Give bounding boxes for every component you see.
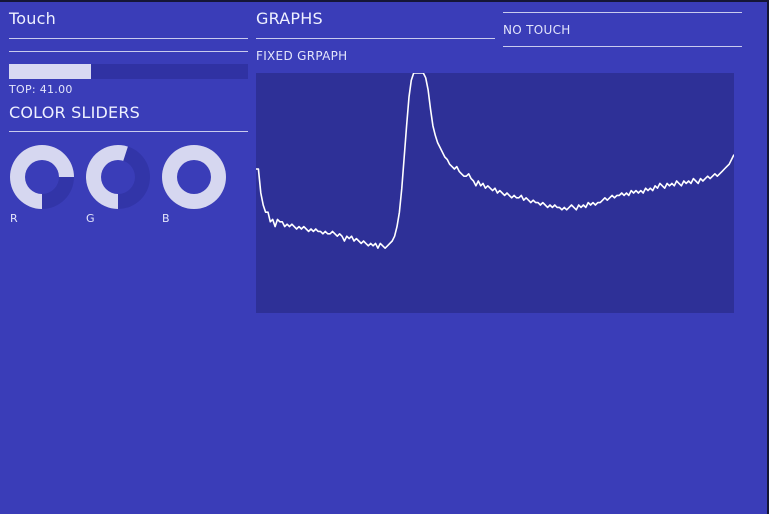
color-sliders-title: COLOR SLIDERS	[9, 103, 140, 122]
status-top-line	[503, 12, 742, 13]
graphs-title-underline	[256, 38, 495, 39]
graph-series-line	[256, 72, 735, 249]
touch-progress-bar[interactable]	[9, 64, 248, 79]
touch-top-readout: TOP: 41.00	[9, 83, 73, 96]
color-sliders-underline	[9, 131, 248, 132]
color-knob-r[interactable]	[9, 144, 75, 210]
color-knob-label-b: B	[162, 212, 170, 225]
color-knob-b[interactable]	[161, 144, 227, 210]
touch-progress-fill	[9, 64, 92, 79]
color-knob-g[interactable]	[85, 144, 151, 210]
fixed-graph-area[interactable]	[256, 72, 735, 313]
knob-hole	[177, 160, 211, 194]
graph-subtitle: FIXED GRPAPH	[256, 49, 348, 63]
touch-title-underline	[9, 38, 248, 39]
fixed-graph-chart	[256, 72, 735, 249]
touch-divider	[9, 51, 248, 52]
color-knob-label-g: G	[86, 212, 95, 225]
knob-hole	[25, 160, 59, 194]
touch-status-label: NO TOUCH	[503, 23, 571, 37]
status-bottom-line	[503, 46, 742, 47]
touch-title: Touch	[9, 9, 56, 28]
graphs-title: GRAPHS	[256, 9, 323, 28]
knob-hole	[101, 160, 135, 194]
color-knob-label-r: R	[10, 212, 18, 225]
